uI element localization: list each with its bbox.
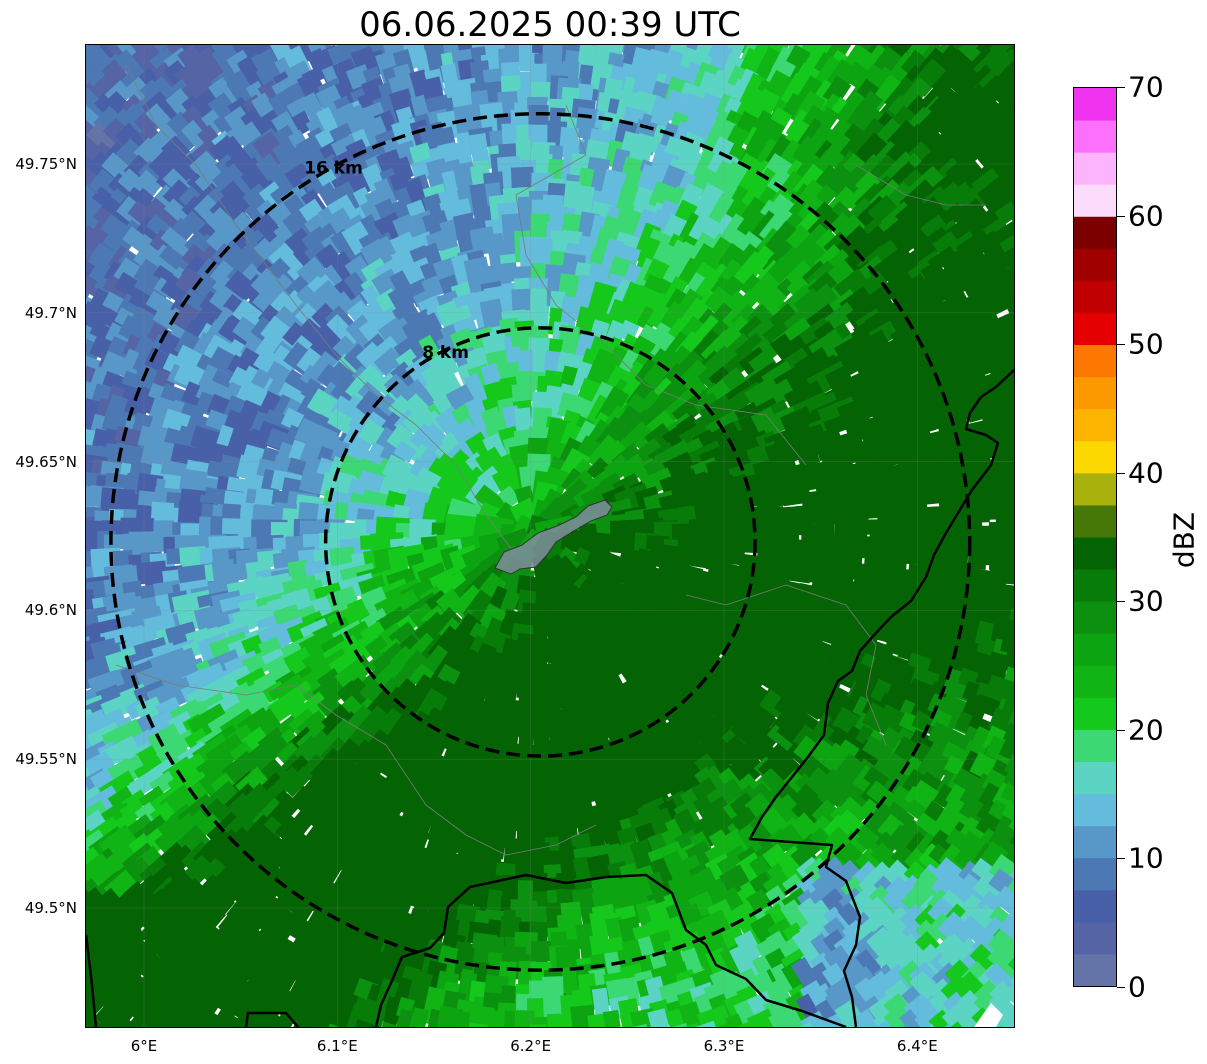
colorbar-swatch (1074, 697, 1116, 730)
latitude-tick-label: 49.6°N (24, 601, 77, 620)
commune-boundary (125, 64, 517, 556)
colorbar-swatch (1074, 504, 1116, 538)
range-ring-8km (323, 326, 757, 758)
colorbar-swatch (1074, 312, 1116, 346)
colorbar-tick-label: 20 (1128, 713, 1164, 747)
colorbar-tick-label: 50 (1128, 327, 1164, 361)
longitude-tick-label: 6.3°E (703, 1037, 745, 1055)
colorbar-swatch (1074, 665, 1116, 698)
colorbar-swatch (1074, 537, 1116, 570)
radar-map-canvas: 8 km 16 km (86, 45, 1014, 1027)
colorbar-swatch (1074, 633, 1116, 666)
colorbar-swatch (1074, 472, 1116, 506)
graticule (86, 45, 1014, 1027)
colorbar-tick (1117, 472, 1125, 474)
colorbar-swatch (1074, 280, 1116, 313)
latitude-tick-label: 49.65°N (15, 452, 77, 471)
colorbar-swatch (1074, 248, 1116, 281)
colorbar-swatch (1074, 729, 1116, 762)
colorbar-swatch (1074, 152, 1116, 185)
radar-map[interactable]: 8 km 16 km (85, 44, 1015, 1028)
colorbar-tick-label: 40 (1128, 456, 1164, 490)
country-border-east (748, 369, 1014, 1027)
colorbar-swatch (1074, 408, 1116, 442)
colorbar-swatch (1074, 921, 1116, 955)
colorbar (1073, 87, 1117, 987)
colorbar-swatch (1074, 569, 1116, 602)
country-border-south (374, 873, 847, 1027)
colorbar-tick (1117, 858, 1125, 860)
colorbar-swatch (1074, 953, 1116, 986)
latitude-tick-label: 49.5°N (24, 898, 77, 917)
range-ring-label: 16 km (304, 159, 363, 179)
colorbar-swatch (1074, 376, 1116, 410)
latitude-tick-label: 49.75°N (15, 155, 77, 174)
colorbar-swatch (1074, 440, 1116, 474)
colorbar-tick (1117, 601, 1125, 603)
colorbar-tick (1117, 729, 1125, 731)
colorbar-swatch (1074, 601, 1116, 634)
colorbar-tick (1117, 344, 1125, 346)
colorbar-tick (1117, 215, 1125, 217)
colorbar-tick (1117, 87, 1125, 88)
commune-boundary (515, 104, 807, 466)
range-rings: 8 km 16 km (109, 112, 972, 972)
colorbar-swatch (1074, 857, 1116, 891)
country-border-west (86, 934, 98, 1027)
colorbar-swatch (1074, 761, 1116, 795)
border-lines (86, 64, 1014, 1027)
colorbar-swatch (1074, 216, 1116, 249)
colorbar-unit-label: dBZ (1167, 511, 1201, 569)
colorbar-tick-label: 10 (1128, 841, 1164, 875)
map-title: 06.06.2025 00:39 UTC (359, 5, 741, 45)
colorbar-swatch (1074, 825, 1116, 859)
colorbar-swatch (1074, 88, 1116, 121)
latitude-tick-label: 49.7°N (24, 303, 77, 322)
colorbar-swatch (1074, 184, 1116, 217)
colorbar-tick-label: 0 (1128, 970, 1146, 1004)
longitude-tick-label: 6.4°E (896, 1037, 938, 1055)
colorbar-swatch (1074, 889, 1116, 923)
colorbar-swatch (1074, 793, 1116, 827)
colorbar-swatch (1074, 120, 1116, 153)
country-border-south (244, 1011, 299, 1027)
colorbar-swatch (1074, 344, 1116, 378)
colorbar-tick-label: 60 (1128, 199, 1164, 233)
colorbar-tick-label: 70 (1128, 70, 1164, 104)
commune-boundary (685, 584, 887, 746)
city-outline (494, 499, 613, 575)
colorbar-tick-label: 30 (1128, 584, 1164, 618)
latitude-tick-label: 49.55°N (15, 750, 77, 769)
range-ring-label: 8 km (422, 343, 469, 363)
commune-boundary (115, 664, 597, 856)
colorbar-tick (1117, 987, 1125, 988)
longitude-tick-label: 6.2°E (510, 1037, 552, 1055)
longitude-tick-label: 6.1°E (316, 1037, 358, 1055)
range-ring-16km (109, 112, 972, 972)
longitude-tick-label: 6°E (130, 1037, 158, 1055)
commune-boundary (855, 164, 986, 206)
